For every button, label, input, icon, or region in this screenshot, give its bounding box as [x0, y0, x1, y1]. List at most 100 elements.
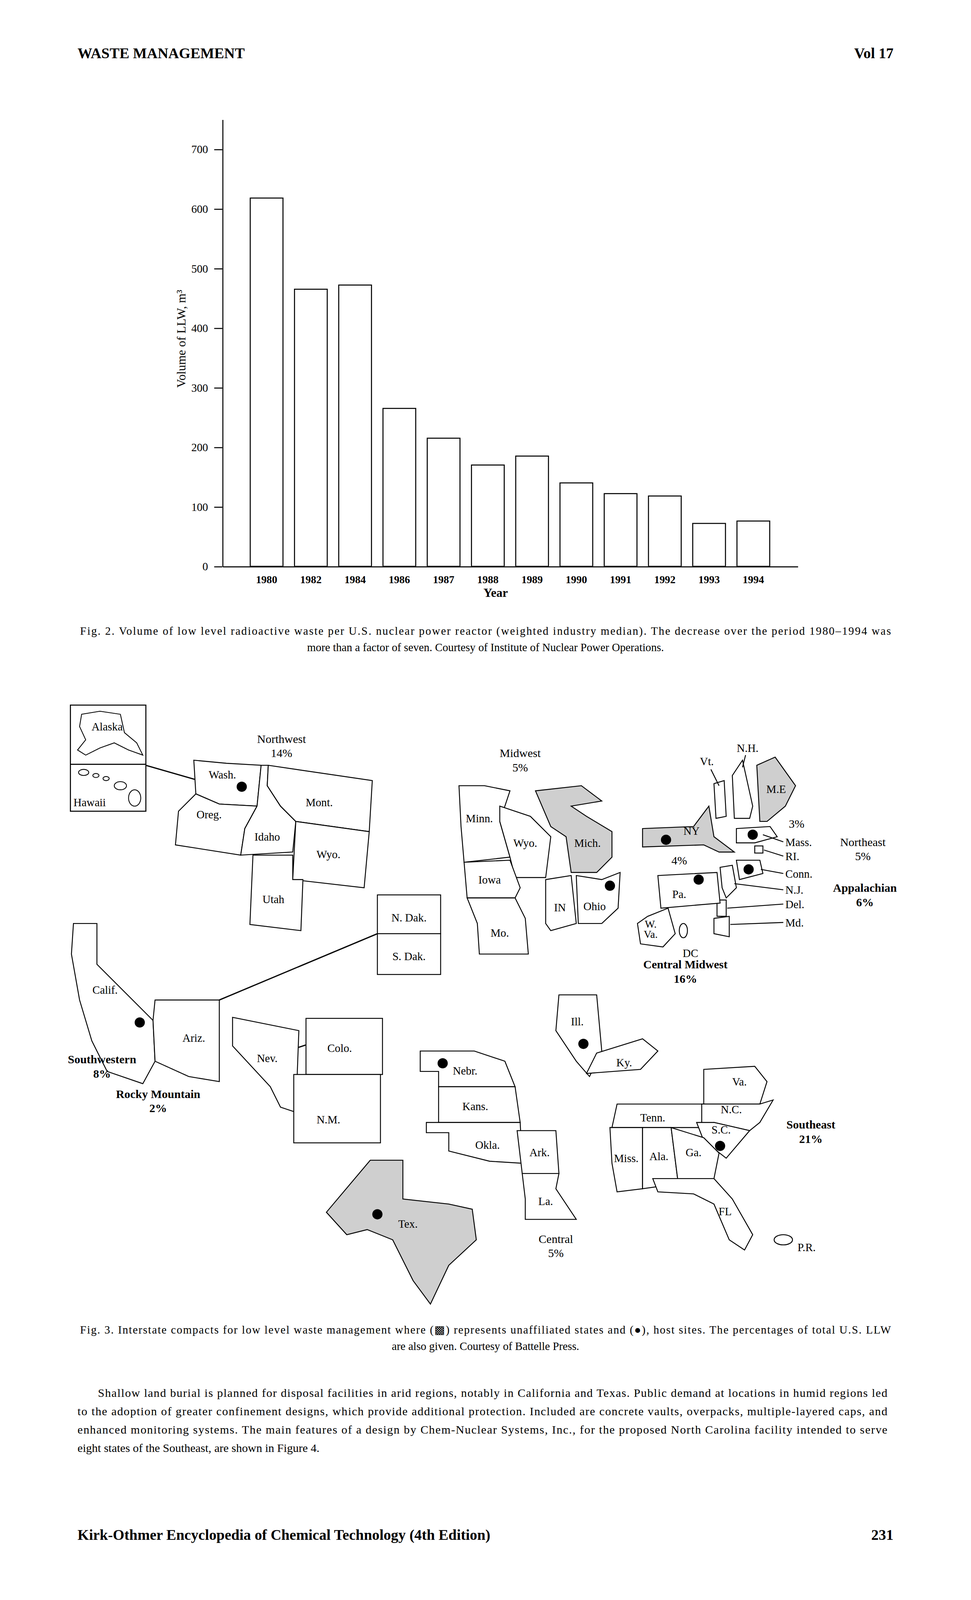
page: WASTE MANAGEMENTVol 17 Kirk-Othmer Encycl…	[0, 0, 971, 1600]
bar	[427, 438, 460, 567]
y-axis-title: Volume of LLW, m³	[174, 289, 189, 388]
connector-line	[219, 933, 378, 1000]
state-shape	[293, 1074, 381, 1143]
state-label: N. Dak.	[391, 910, 427, 924]
region-labels: Northwest14%Midwest5%Northeast5%Appalach…	[67, 732, 898, 1260]
host-site	[693, 874, 704, 885]
x-tick-label: 1992	[653, 573, 676, 586]
y-axis: 0100200300400500600700	[191, 119, 223, 573]
state-label: FL	[718, 1204, 733, 1217]
state-shape	[153, 999, 220, 1082]
host-site	[236, 781, 247, 792]
x-tick-label: 1991	[609, 573, 632, 586]
state-shape	[657, 871, 720, 908]
state-label: Kans.	[462, 1099, 489, 1112]
state-label: Ohio	[583, 899, 606, 913]
state-label: M.E	[766, 782, 786, 795]
state-label: Tenn.	[640, 1110, 666, 1124]
region-percent: 6%	[856, 895, 874, 909]
body-line: eight states of the Southeast, are shown…	[77, 1440, 320, 1454]
state-label: Wyo.	[316, 847, 341, 861]
x-tick-label: 1994	[742, 573, 765, 586]
state-label: Va.	[732, 1074, 747, 1088]
region-percent: 5%	[512, 760, 528, 774]
hawaii-island	[92, 773, 100, 777]
y-axis-line	[222, 119, 224, 567]
x-tick: 1986	[388, 566, 410, 586]
region-name: Appalachian	[832, 880, 897, 894]
bar	[692, 523, 726, 567]
body-line: Shallow land burial is planned for dispo…	[97, 1385, 888, 1399]
state-label: Iowa	[478, 873, 501, 886]
state-label: Mo.	[490, 926, 510, 939]
x-tick: 1990	[565, 566, 588, 586]
region-name: Northeast	[840, 835, 886, 849]
footer: Kirk-Othmer Encyclopedia of Chemical Tec…	[77, 1525, 894, 1543]
body-line: to the adoption of greater confinement d…	[77, 1403, 888, 1417]
x-axis-line	[222, 566, 799, 568]
caption-line: Fig. 2. Volume of low level radioactive …	[80, 624, 891, 638]
x-tick: 1987	[432, 566, 455, 586]
y-tick-mark	[214, 149, 223, 151]
state-label: Ky.	[616, 1055, 633, 1069]
state-label: Mass.	[785, 835, 813, 849]
leader-line	[764, 849, 784, 856]
host-site	[743, 864, 754, 875]
state-label: Ill.	[570, 1014, 584, 1028]
region-percent: 8%	[93, 1066, 111, 1080]
x-tick: 1994	[742, 566, 765, 586]
y-tick-mark	[214, 506, 223, 508]
host-site	[604, 880, 615, 891]
state-labels: Wash.Oreg.IdahoMont.Wyo.UtahN. Dak.S. Da…	[92, 741, 816, 1253]
running-head: WASTE MANAGEMENT	[77, 44, 245, 62]
y-tick-mark	[214, 208, 223, 210]
state-label: NY	[683, 824, 700, 837]
state-shape	[703, 1065, 768, 1104]
state-shape	[267, 764, 373, 832]
state-label: Conn.	[785, 867, 813, 880]
bar	[737, 520, 770, 567]
state-shape	[545, 874, 577, 931]
bar-chart: 0100200300400500600700198019821984198619…	[174, 119, 799, 600]
state-label: N.C.	[720, 1102, 742, 1116]
page-number: 231	[871, 1525, 894, 1543]
state-label: P.R.	[797, 1240, 816, 1253]
state-shape	[652, 1177, 753, 1250]
host-site	[372, 1208, 383, 1219]
state-shape	[377, 933, 441, 974]
state-shape	[464, 859, 521, 898]
state-shape	[736, 826, 777, 843]
page-background	[0, 0, 971, 1600]
inset-label: Alaska	[91, 719, 123, 733]
state-shape	[679, 922, 688, 938]
y-tick-label: 700	[191, 142, 209, 156]
x-tick: 1993	[698, 566, 720, 586]
header: WASTE MANAGEMENTVol 17	[77, 44, 894, 62]
state-label: N.J.	[785, 883, 804, 896]
state-label: Okla.	[475, 1138, 500, 1151]
state-label: Miss.	[613, 1151, 639, 1164]
state-label: N.M.	[316, 1112, 341, 1126]
connector-line	[146, 764, 200, 781]
state-shape	[466, 897, 529, 954]
state-shape	[754, 845, 763, 853]
alaska-shape	[77, 710, 143, 755]
leader-line	[762, 834, 784, 842]
x-tick: 1989	[521, 566, 543, 586]
body-line: enhanced monitoring systems. The main fe…	[77, 1422, 888, 1436]
caption-line: are also given. Courtesy of Battelle Pre…	[391, 1339, 580, 1352]
bars	[250, 197, 770, 567]
host-site	[747, 829, 758, 840]
state-shape	[637, 907, 676, 947]
bar	[471, 464, 505, 566]
state-label: Oreg.	[196, 807, 222, 821]
state-shape	[611, 1103, 704, 1127]
bar	[559, 482, 593, 567]
bar	[604, 493, 638, 567]
region-name: Central Midwest	[643, 957, 728, 971]
state-label: Ala.	[649, 1149, 669, 1162]
leader-line	[742, 754, 746, 767]
state-shape	[774, 1234, 793, 1245]
state-label: Md.	[785, 915, 804, 929]
unaffiliated-state	[535, 785, 613, 872]
